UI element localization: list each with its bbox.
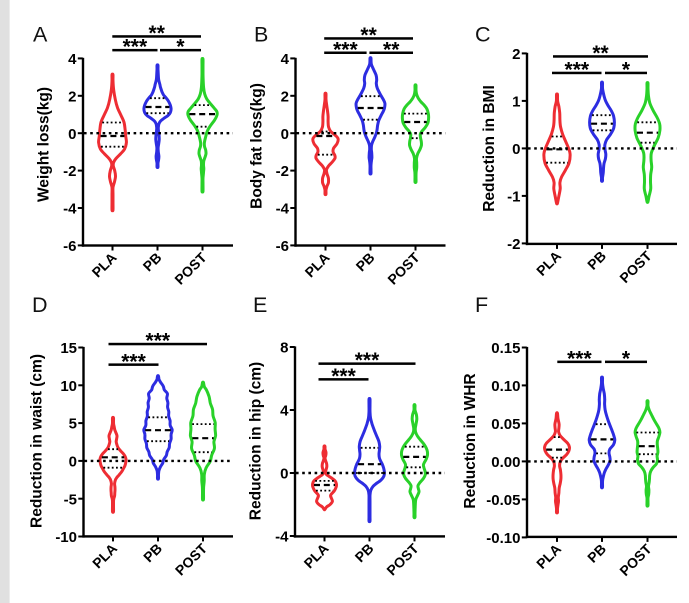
svg-text:C: C xyxy=(475,23,491,47)
svg-text:*: * xyxy=(622,347,631,370)
svg-text:*: * xyxy=(622,59,631,82)
svg-text:4: 4 xyxy=(281,51,290,68)
svg-text:1: 1 xyxy=(512,94,520,111)
svg-text:***: *** xyxy=(123,36,148,59)
svg-text:Weight loss(kg): Weight loss(kg) xyxy=(36,87,53,202)
svg-text:***: *** xyxy=(121,350,146,373)
svg-text:**: ** xyxy=(149,22,166,45)
svg-text:-5: -5 xyxy=(64,491,77,508)
svg-text:A: A xyxy=(33,23,48,47)
svg-text:0: 0 xyxy=(512,141,520,158)
svg-text:10: 10 xyxy=(60,378,77,395)
svg-text:*: * xyxy=(176,36,185,59)
svg-text:-4: -4 xyxy=(276,201,290,218)
svg-text:-0.10: -0.10 xyxy=(486,530,520,547)
svg-text:0.05: 0.05 xyxy=(491,416,520,433)
svg-text:15: 15 xyxy=(60,340,77,357)
svg-text:B: B xyxy=(254,23,268,47)
svg-text:0: 0 xyxy=(68,126,76,143)
svg-text:-2: -2 xyxy=(63,163,76,180)
svg-text:2: 2 xyxy=(281,88,289,105)
svg-text:0.10: 0.10 xyxy=(491,378,520,395)
svg-text:Reduction in waist (cm): Reduction in waist (cm) xyxy=(29,354,46,528)
svg-text:4: 4 xyxy=(68,51,77,68)
svg-text:-1: -1 xyxy=(507,189,520,206)
svg-text:D: D xyxy=(32,293,48,317)
svg-text:**: ** xyxy=(592,42,609,65)
svg-text:***: *** xyxy=(331,365,356,388)
svg-text:F: F xyxy=(475,293,488,317)
svg-text:-6: -6 xyxy=(276,238,289,255)
svg-text:0: 0 xyxy=(281,126,289,143)
svg-text:2: 2 xyxy=(68,88,76,105)
svg-text:-0.05: -0.05 xyxy=(486,492,520,509)
svg-text:5: 5 xyxy=(69,416,77,433)
svg-text:Reduction in WHR: Reduction in WHR xyxy=(462,373,479,508)
svg-text:***: *** xyxy=(565,59,590,82)
svg-text:2: 2 xyxy=(512,46,520,63)
svg-text:**: ** xyxy=(360,24,377,47)
svg-text:-10: -10 xyxy=(55,529,77,546)
svg-text:0.15: 0.15 xyxy=(491,340,520,357)
svg-text:-6: -6 xyxy=(63,238,76,255)
svg-text:-4: -4 xyxy=(63,201,77,218)
svg-text:***: *** xyxy=(333,38,358,61)
svg-text:Body fat loss(kg): Body fat loss(kg) xyxy=(249,83,266,209)
svg-text:E: E xyxy=(253,293,267,317)
svg-text:0: 0 xyxy=(280,466,288,483)
svg-text:4: 4 xyxy=(280,403,289,420)
svg-text:***: *** xyxy=(567,347,592,370)
svg-text:-2: -2 xyxy=(276,163,289,180)
svg-text:-2: -2 xyxy=(507,236,520,253)
svg-text:**: ** xyxy=(383,38,400,61)
svg-text:***: *** xyxy=(146,330,171,353)
svg-text:-4: -4 xyxy=(275,529,289,546)
svg-text:***: *** xyxy=(355,349,380,372)
svg-text:Reduction in BMI: Reduction in BMI xyxy=(481,85,498,212)
svg-text:8: 8 xyxy=(280,340,288,357)
svg-text:0: 0 xyxy=(69,454,77,471)
svg-text:Reduction in hip (cm): Reduction in hip (cm) xyxy=(248,362,265,520)
svg-text:0.00: 0.00 xyxy=(491,454,520,471)
